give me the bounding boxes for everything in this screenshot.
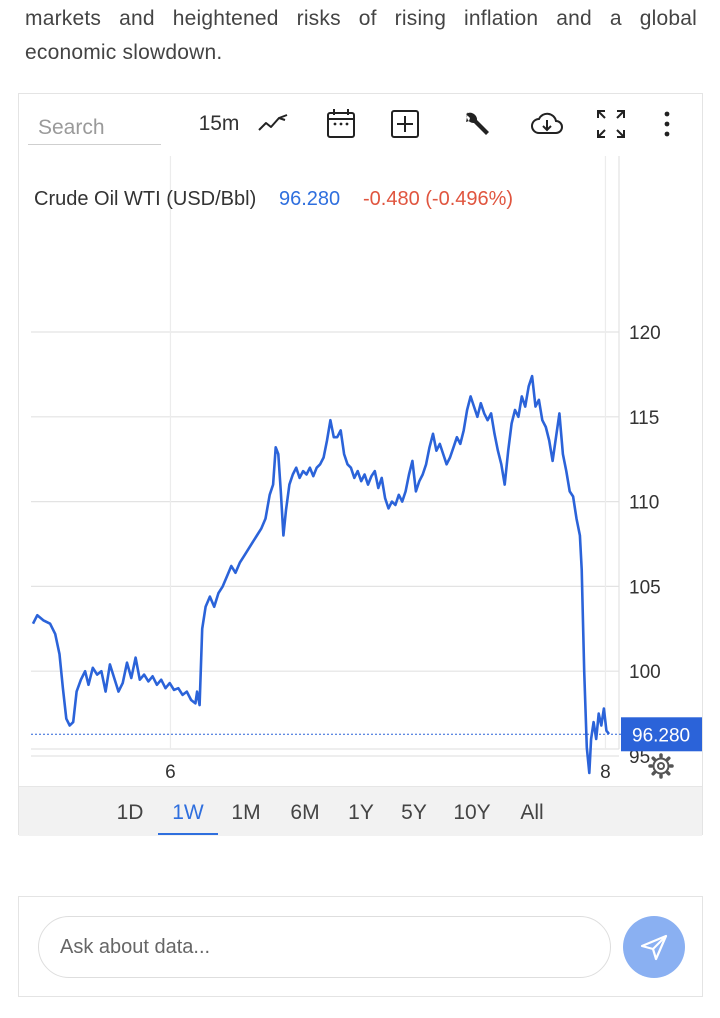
chart-title: Crude Oil WTI (USD/Bbl) (34, 188, 256, 210)
y-tick-label: 105 (629, 577, 661, 598)
y-tick-label: 115 (629, 408, 659, 429)
send-button[interactable] (623, 916, 685, 978)
y-axis-ticks: 95 100 105 110 115 120 (629, 323, 661, 768)
chart-card: 15m Crude Oil WTI (USD/Bbl) 96.280 -0.48… (18, 93, 703, 836)
send-icon (640, 934, 668, 961)
chart-toolbar: 15m (19, 94, 702, 156)
gear-icon[interactable] (648, 753, 674, 779)
range-1d[interactable]: 1D (116, 801, 144, 824)
more-vert-icon[interactable] (649, 106, 685, 142)
range-1w[interactable]: 1W (158, 795, 218, 835)
range-selector: 1D 1W 1M 6M 1Y 5Y 10Y All (19, 786, 702, 836)
search-input[interactable] (28, 111, 161, 145)
y-tick-label: 95 (629, 747, 650, 768)
x-tick-label: 8 (600, 762, 611, 783)
line-chart-icon[interactable] (255, 106, 291, 142)
last-price-tag: 96.280 (621, 717, 702, 752)
series-line (31, 374, 611, 775)
add-box-icon[interactable] (387, 106, 423, 142)
intro-line-2: economic slowdown. (25, 41, 223, 64)
chart-area[interactable]: Crude Oil WTI (USD/Bbl) 96.280 -0.480 (-… (19, 156, 702, 786)
chart-last-value: 96.280 (279, 188, 340, 210)
range-5y[interactable]: 5Y (401, 801, 427, 824)
range-1m[interactable]: 1M (231, 801, 261, 824)
calendar-icon[interactable] (323, 106, 359, 142)
last-price-tag-text: 96.280 (632, 725, 690, 746)
ask-panel (18, 896, 703, 997)
range-10y[interactable]: 10Y (453, 801, 491, 824)
interval-selector[interactable]: 15m (198, 112, 240, 135)
y-tick-label: 120 (629, 323, 661, 344)
y-tick-label: 100 (629, 662, 661, 683)
range-all[interactable]: All (520, 801, 544, 824)
y-tick-label: 110 (629, 493, 659, 514)
cloud-download-icon[interactable] (529, 106, 565, 142)
chart-grid (31, 156, 620, 757)
range-6m[interactable]: 6M (290, 801, 320, 824)
range-1y[interactable]: 1Y (348, 801, 374, 824)
fullscreen-icon[interactable] (593, 106, 629, 142)
intro-text: markets and heightened risks of rising i… (25, 2, 697, 70)
intro-line-1: markets and heightened risks of rising i… (25, 7, 697, 30)
wrench-icon[interactable] (459, 106, 495, 142)
x-tick-label: 6 (165, 762, 176, 783)
ask-input[interactable] (38, 916, 611, 978)
chart-change: -0.480 (-0.496%) (363, 188, 513, 210)
price-chart[interactable]: Crude Oil WTI (USD/Bbl) 96.280 -0.480 (-… (19, 156, 702, 786)
